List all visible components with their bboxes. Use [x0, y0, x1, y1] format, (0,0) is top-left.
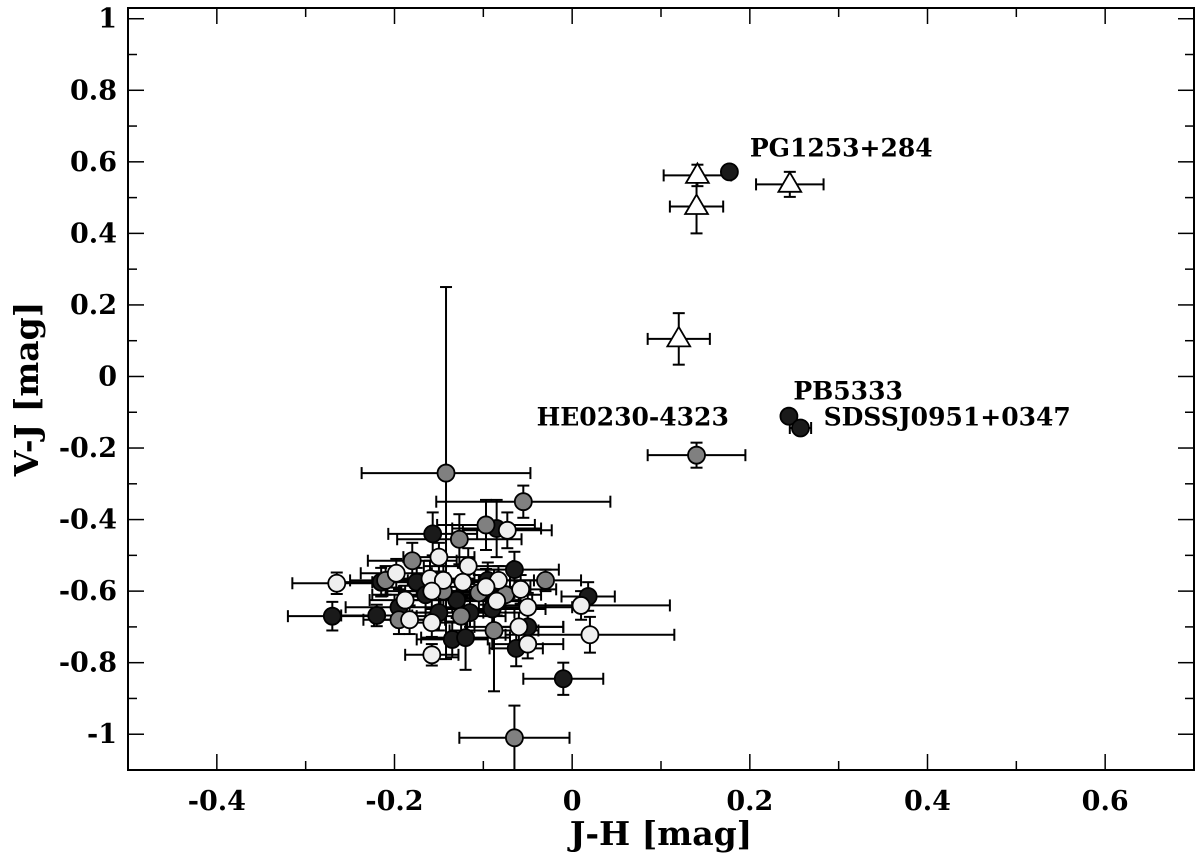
light-circle-point	[518, 634, 538, 654]
light-circle-point	[518, 597, 538, 617]
gray-circle-point	[436, 463, 456, 483]
black-circle-point	[505, 560, 524, 580]
x-tick-label: 0.6	[1082, 786, 1129, 817]
gray-circle-point	[484, 621, 504, 640]
light-circle-point	[487, 591, 507, 611]
black-circle-point	[322, 606, 342, 626]
light-circle-point	[422, 581, 442, 601]
point-annotation: PB5333	[793, 377, 903, 406]
y-axis-title: V-J [mag]	[7, 302, 46, 478]
gray-circle-point	[513, 492, 533, 512]
y-tick-label: -1	[87, 719, 117, 750]
x-tick-label: 0	[563, 786, 582, 817]
y-tick-label: 0.8	[70, 75, 117, 106]
light-circle-point	[386, 563, 406, 583]
y-tick-labels: 1 0.8 0.6 0.4 0.2 0 -0.2 -0.4 -0.6 -0.8 -1	[59, 4, 117, 750]
black-circle-point	[779, 406, 799, 426]
x-tick-label: 0.4	[904, 786, 951, 817]
light-circle-point	[571, 596, 591, 615]
light-circle-point	[422, 613, 442, 633]
point-annotation: SDSSJ0951+0347	[824, 402, 1071, 431]
x-tick-label: 0.2	[726, 786, 773, 817]
black-circle-point	[456, 628, 475, 648]
y-tick-label: 0.2	[70, 290, 117, 321]
light-circle-point	[327, 573, 347, 593]
triangle-point	[665, 325, 692, 348]
light-circle-point	[509, 617, 529, 637]
triangle-point	[776, 170, 803, 193]
triangle-point	[684, 161, 711, 184]
point-annotation: HE0230-4323	[537, 402, 729, 431]
y-tick-label: -0.6	[59, 576, 117, 607]
light-circle-point	[497, 520, 517, 540]
light-circle-point	[453, 572, 473, 592]
black-circle-point	[791, 418, 810, 438]
triangle-point	[683, 192, 710, 215]
gray-circle-point	[536, 570, 555, 590]
light-circle-point	[395, 590, 415, 610]
gray-circle-point	[687, 445, 706, 465]
x-tick-labels: -0.4 -0.2 0 0.2 0.4 0.6	[188, 786, 1129, 817]
point-annotation: PG1253+284	[750, 133, 933, 162]
gray-circle-point	[476, 515, 496, 535]
light-circle-point	[433, 570, 453, 590]
y-tick-label: 0	[98, 361, 117, 392]
y-tick-label: 0.4	[70, 218, 117, 249]
points-layer	[322, 161, 810, 748]
plot-frame	[127, 7, 1195, 771]
light-circle-point	[458, 556, 478, 576]
light-circle-point	[476, 577, 496, 597]
black-circle-point	[553, 669, 573, 689]
black-circle-point	[423, 524, 443, 544]
light-circle-point	[580, 625, 600, 645]
y-tick-label: 1	[98, 4, 117, 35]
x-tick-label: -0.2	[365, 786, 423, 817]
gray-circle-point	[449, 529, 469, 549]
light-circle-point	[422, 645, 442, 665]
black-circle-point	[367, 606, 387, 625]
y-tick-label: -0.4	[59, 505, 117, 536]
light-circle-point	[400, 610, 420, 630]
y-tick-label: 0.6	[70, 147, 117, 178]
y-tick-label: -0.8	[59, 648, 117, 679]
y-tick-label: -0.2	[59, 433, 117, 464]
ticks-layer	[127, 8, 1195, 771]
x-axis-title: J-H [mag]	[567, 814, 753, 853]
black-circle-point	[720, 162, 739, 182]
x-tick-label: -0.4	[188, 786, 246, 817]
gray-circle-point	[451, 606, 471, 626]
gray-circle-point	[505, 728, 524, 748]
gray-circle-point	[402, 551, 422, 571]
light-circle-point	[511, 579, 531, 599]
light-circle-point	[429, 547, 449, 567]
